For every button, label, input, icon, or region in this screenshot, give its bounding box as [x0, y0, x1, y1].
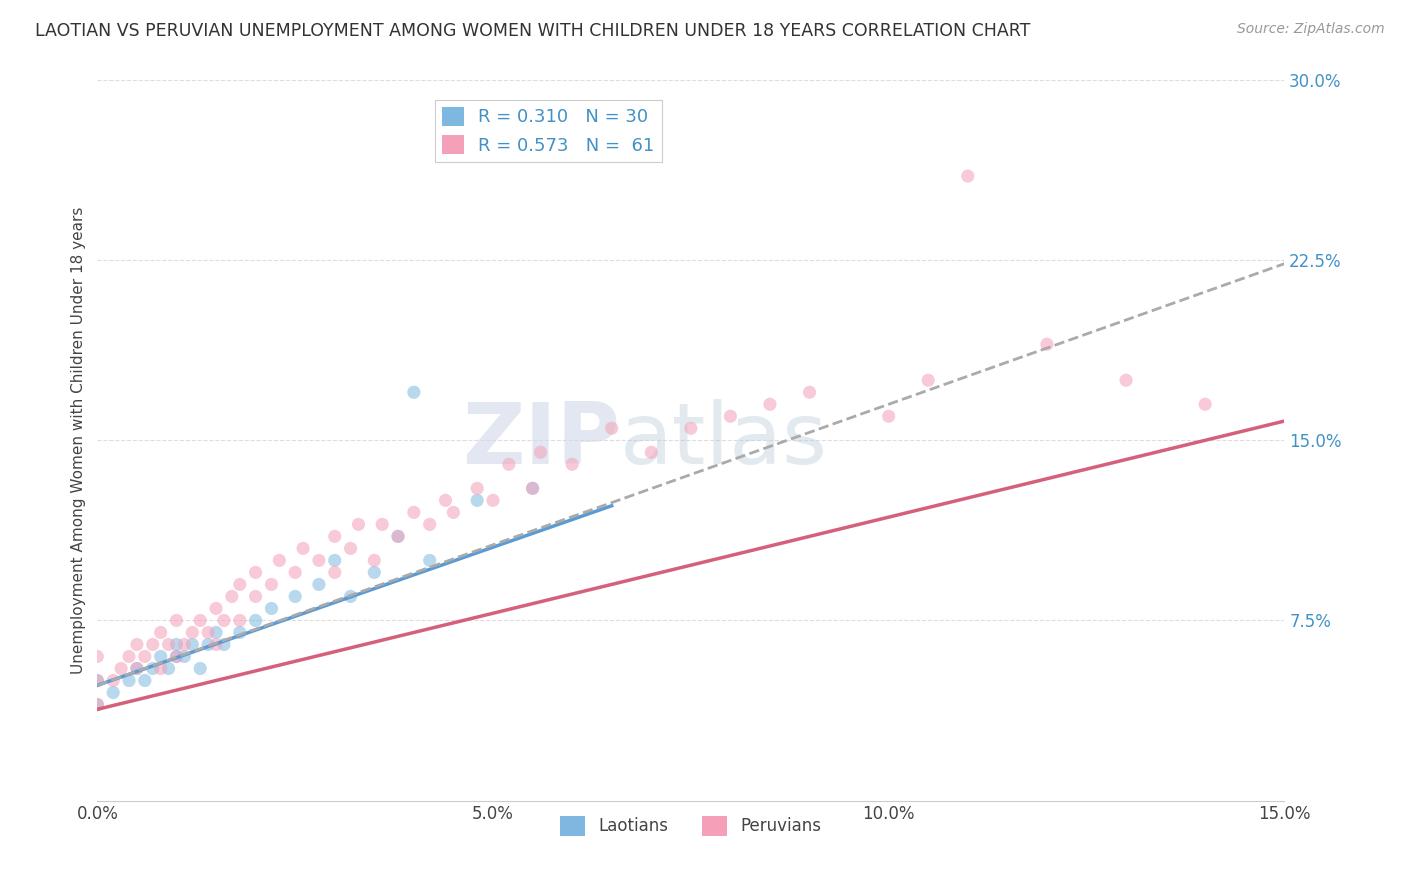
Point [101, 685, 124, 699]
Point [118, 649, 141, 664]
Point [245, 590, 267, 604]
Point [166, 649, 188, 664]
Point [142, 661, 165, 675]
Point [260, 601, 283, 615]
Point [221, 590, 243, 604]
Point [387, 529, 409, 543]
Point [482, 493, 505, 508]
Point [465, 481, 488, 495]
Point [339, 590, 361, 604]
Point [86, 649, 108, 664]
Point [229, 614, 252, 628]
Point [212, 614, 235, 628]
Point [1036, 337, 1059, 351]
Point [363, 566, 385, 580]
Point [323, 529, 346, 543]
Point [157, 638, 180, 652]
Point [101, 673, 124, 688]
Point [157, 661, 180, 675]
Point [877, 409, 900, 424]
Point [799, 385, 821, 400]
Point [125, 661, 148, 675]
Point [347, 517, 370, 532]
Point [188, 614, 211, 628]
Point [679, 421, 702, 435]
Point [269, 553, 291, 567]
Point [181, 625, 204, 640]
Point [166, 614, 188, 628]
Point [284, 590, 307, 604]
Point [308, 553, 330, 567]
Point [323, 566, 346, 580]
Point [419, 517, 441, 532]
Point [197, 638, 219, 652]
Point [323, 553, 346, 567]
Text: atlas: atlas [620, 399, 828, 482]
Point [229, 577, 252, 591]
Point [434, 493, 457, 508]
Point [134, 649, 156, 664]
Point [173, 638, 195, 652]
Point [260, 577, 283, 591]
Point [284, 566, 307, 580]
Point [339, 541, 361, 556]
Point [197, 625, 219, 640]
Point [1115, 373, 1137, 387]
Point [402, 505, 425, 519]
Point [181, 638, 204, 652]
Point [419, 553, 441, 567]
Point [166, 649, 188, 664]
Point [212, 638, 235, 652]
Point [149, 661, 172, 675]
Point [387, 529, 409, 543]
Point [86, 673, 108, 688]
Text: Source: ZipAtlas.com: Source: ZipAtlas.com [1237, 22, 1385, 37]
Point [561, 458, 583, 472]
Point [173, 649, 195, 664]
Point [465, 493, 488, 508]
Point [86, 673, 108, 688]
Point [600, 421, 623, 435]
Point [1194, 397, 1216, 411]
Point [149, 625, 172, 640]
Point [125, 638, 148, 652]
Point [142, 638, 165, 652]
Point [498, 458, 520, 472]
Legend: R = 0.310   N = 30, R = 0.573   N =  61: R = 0.310 N = 30, R = 0.573 N = 61 [434, 100, 662, 162]
Point [363, 553, 385, 567]
Point [956, 169, 979, 183]
Point [86, 698, 108, 712]
Point [245, 614, 267, 628]
Point [402, 385, 425, 400]
Point [522, 481, 544, 495]
Point [718, 409, 741, 424]
Point [205, 625, 228, 640]
Y-axis label: Unemployment Among Women with Children Under 18 years: Unemployment Among Women with Children U… [72, 207, 86, 674]
Point [640, 445, 662, 459]
Point [917, 373, 939, 387]
Point [308, 577, 330, 591]
Point [118, 673, 141, 688]
Point [529, 445, 551, 459]
Point [110, 661, 132, 675]
Point [522, 481, 544, 495]
Point [125, 661, 148, 675]
Text: LAOTIAN VS PERUVIAN UNEMPLOYMENT AMONG WOMEN WITH CHILDREN UNDER 18 YEARS CORREL: LAOTIAN VS PERUVIAN UNEMPLOYMENT AMONG W… [35, 22, 1031, 40]
Point [245, 566, 267, 580]
Point [188, 661, 211, 675]
Point [86, 698, 108, 712]
Point [229, 625, 252, 640]
Point [149, 649, 172, 664]
Point [205, 638, 228, 652]
Point [134, 673, 156, 688]
Point [443, 505, 465, 519]
Point [205, 601, 228, 615]
Point [292, 541, 315, 556]
Text: ZIP: ZIP [461, 399, 620, 482]
Point [166, 638, 188, 652]
Point [371, 517, 394, 532]
Point [759, 397, 782, 411]
